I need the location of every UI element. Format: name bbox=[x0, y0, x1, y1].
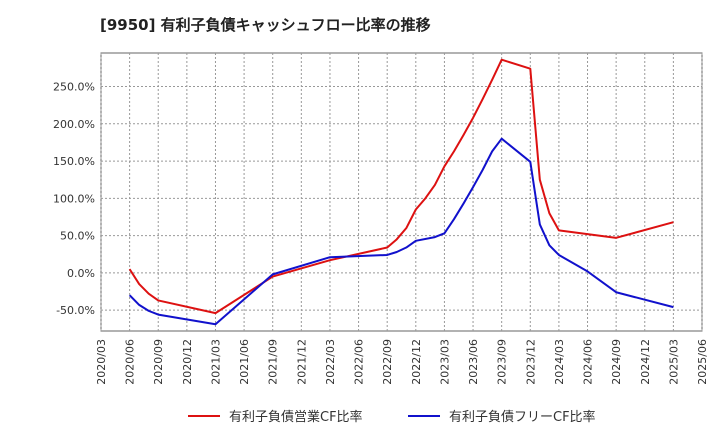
chart-title: [9950] 有利子負債キャッシュフロー比率の推移 bbox=[100, 16, 431, 34]
x-tick-label: 2024/06 bbox=[582, 339, 595, 385]
series-layer bbox=[128, 58, 674, 326]
x-tick-label: 2023/12 bbox=[524, 339, 537, 385]
x-tick-label: 2020/06 bbox=[124, 339, 137, 385]
y-tick-label: 50.0% bbox=[60, 230, 95, 243]
legend-label-1: 有利子負債営業CF比率 bbox=[229, 409, 363, 425]
y-tick-label: 150.0% bbox=[53, 155, 95, 168]
y-tick-label: 0.0% bbox=[67, 267, 95, 280]
x-tick-label: 2022/12 bbox=[410, 339, 423, 385]
x-tick-label: 2022/03 bbox=[324, 339, 337, 385]
series-line-2 bbox=[128, 137, 674, 326]
series-line-1 bbox=[128, 58, 674, 315]
y-tick-label: 200.0% bbox=[53, 118, 95, 131]
x-tick-label: 2025/06 bbox=[696, 339, 709, 385]
x-axis: 2020/03 2020/06 2020/09 2020/12 2021/03 2021/… bbox=[95, 339, 709, 385]
x-tick-label: 2024/03 bbox=[553, 339, 566, 385]
x-tick-label: 2025/03 bbox=[667, 339, 680, 385]
x-tick-label: 2024/09 bbox=[610, 339, 623, 385]
x-tick-label: 2021/12 bbox=[295, 339, 308, 385]
y-tick-label: 100.0% bbox=[53, 192, 95, 205]
x-tick-label: 2023/06 bbox=[467, 339, 480, 385]
x-tick-label: 2020/03 bbox=[95, 339, 108, 385]
legend: 有利子負債営業CF比率 有利子負債フリーCF比率 bbox=[188, 409, 596, 425]
x-tick-label: 2021/09 bbox=[267, 339, 280, 385]
y-tick-label: 250.0% bbox=[53, 81, 95, 94]
x-tick-label: 2021/03 bbox=[209, 339, 222, 385]
plot-area bbox=[100, 52, 703, 332]
legend-label-2: 有利子負債フリーCF比率 bbox=[449, 409, 596, 425]
x-tick-label: 2020/09 bbox=[152, 339, 165, 385]
x-tick-label: 2024/12 bbox=[639, 339, 652, 385]
x-tick-label: 2023/09 bbox=[496, 339, 509, 385]
x-tick-label: 2022/09 bbox=[381, 339, 394, 385]
y-tick-label: -50.0% bbox=[56, 304, 95, 317]
x-tick-label: 2020/12 bbox=[181, 339, 194, 385]
x-tick-label: 2023/03 bbox=[438, 339, 451, 385]
y-axis: -50.0% 0.0% 50.0% 100.0% 150.0% 200.0% 250.0% bbox=[53, 81, 95, 318]
x-tick-label: 2021/06 bbox=[238, 339, 251, 385]
x-tick-label: 2022/06 bbox=[353, 339, 366, 385]
